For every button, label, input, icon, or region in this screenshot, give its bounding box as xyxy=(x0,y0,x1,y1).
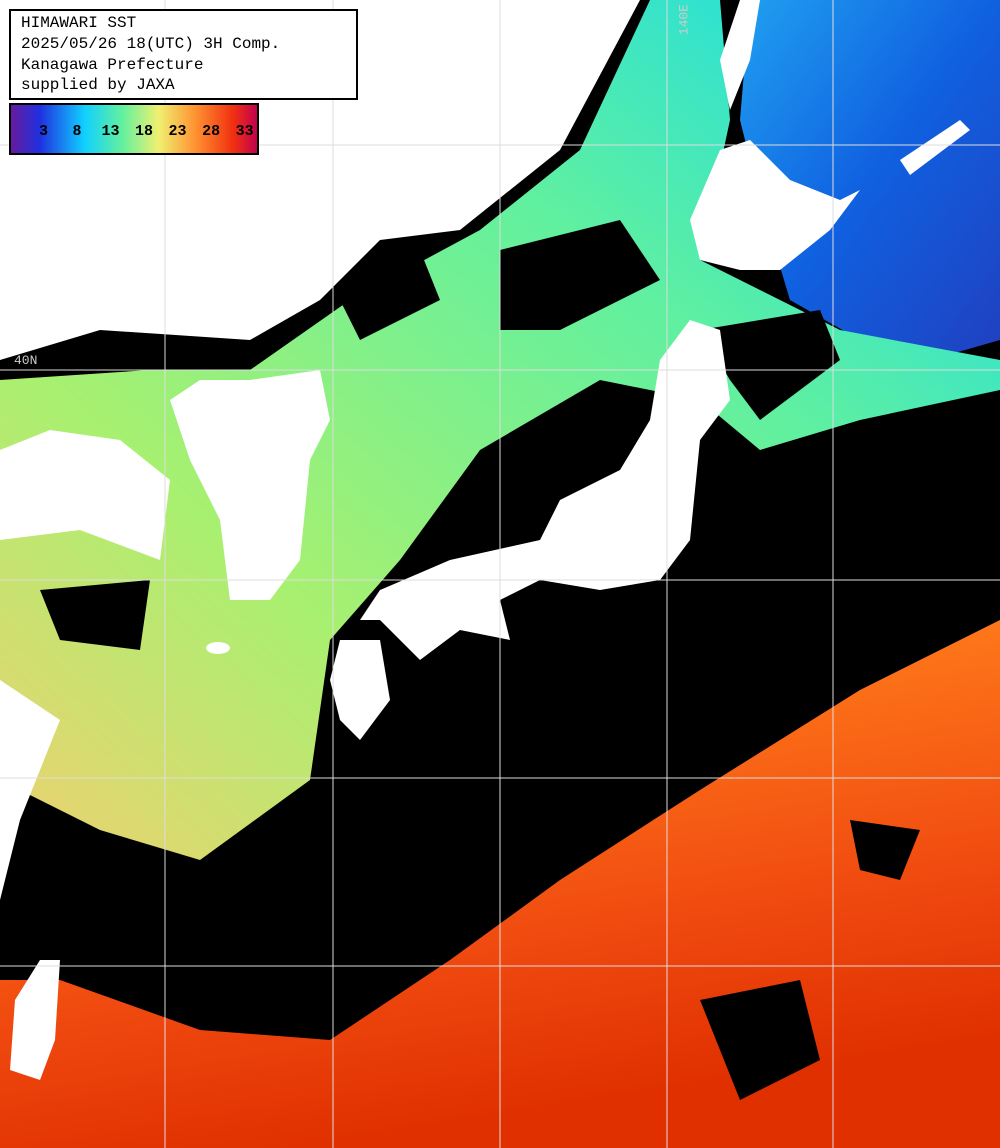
colorbar-tick-label: 33 xyxy=(236,123,254,140)
title-line: HIMAWARI SST xyxy=(21,14,136,32)
grid-label: 40N xyxy=(14,353,37,368)
title-box xyxy=(9,9,358,100)
cloud-gaps xyxy=(40,220,920,1100)
colorbar-tick-label: 13 xyxy=(102,123,120,140)
grid-label: 140E xyxy=(676,4,691,35)
title-line: 2025/05/26 18(UTC) 3H Comp. xyxy=(21,35,280,53)
colorbar-tick-label: 23 xyxy=(169,123,187,140)
title-line: supplied by JAXA xyxy=(21,76,175,94)
colorbar-tick-label: 18 xyxy=(135,123,153,140)
colorbar-tick-label: 28 xyxy=(202,123,220,140)
colorbar xyxy=(9,103,259,155)
colorbar-tick-label: 8 xyxy=(73,123,82,140)
cold-water xyxy=(740,0,1000,360)
colorbar-tick-label: 3 xyxy=(39,123,48,140)
title-line: Kanagawa Prefecture xyxy=(21,56,203,74)
